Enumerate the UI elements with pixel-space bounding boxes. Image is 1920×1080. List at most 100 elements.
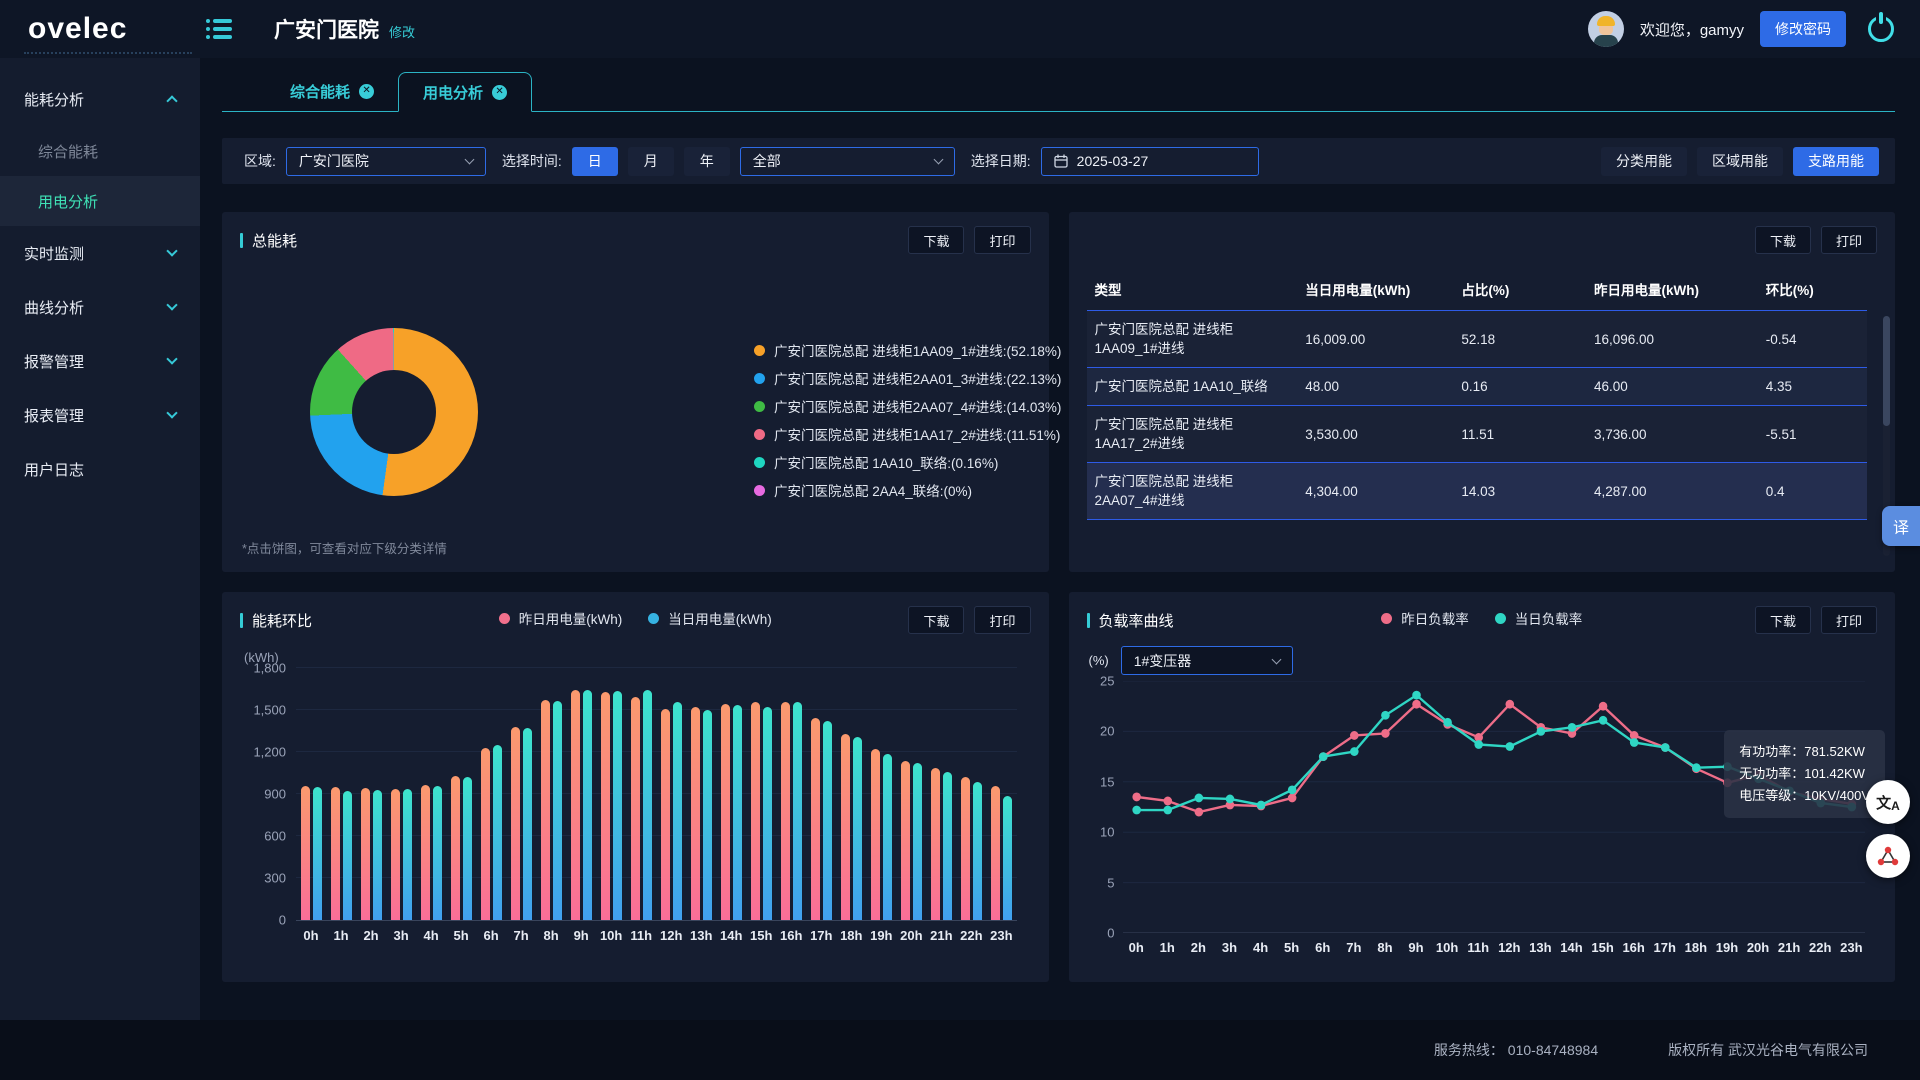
bar-group[interactable] [506,726,536,920]
edit-link[interactable]: 修改 [389,25,416,40]
bar-group[interactable] [356,787,386,920]
print-button[interactable]: 打印 [974,226,1031,254]
tab-electricity-analysis[interactable]: 用电分析 ✕ [398,72,533,112]
pie-legend-item[interactable]: 广安门医院总配 进线柜2AA07_4#进线:(14.03%) [754,396,1061,416]
legend-item-today-load[interactable]: 当日负载率 [1494,608,1582,628]
bar-yesterday [780,701,790,920]
bar-group[interactable] [986,785,1016,920]
bar-group[interactable] [746,701,776,920]
bar-group[interactable] [536,700,566,920]
download-button[interactable]: 下载 [908,606,965,634]
legend-item-today[interactable]: 当日用电量(kWh) [648,608,772,628]
time-day-button[interactable]: 日 [571,146,618,176]
energy-donut-chart[interactable] [310,328,478,496]
table-row[interactable]: 广安门医院总配 1AA10_联络 48.00 0.16 46.00 4.35 [1086,367,1867,406]
bar-group[interactable] [686,707,716,920]
chevron-down-icon [166,245,178,257]
bar-group[interactable] [296,785,326,920]
bar-yesterday [390,789,400,920]
bar-today [612,691,622,920]
bar-today [672,702,682,920]
y-axis-tick: 1,500 [253,702,286,718]
sidebar-item-energy-analysis[interactable]: 能耗分析 [0,72,200,126]
sidebar-item-alarm-management[interactable]: 报警管理 [0,334,200,388]
bar-group[interactable] [446,775,476,920]
table-scrollbar[interactable] [1883,316,1890,556]
bar-group[interactable] [866,748,896,920]
region-energy-button[interactable]: 区域用能 [1697,146,1783,176]
bar-group[interactable] [476,745,506,920]
x-axis-tick: 7h [1346,940,1362,955]
pie-legend-item[interactable]: 广安门医院总配 进线柜2AA01_3#进线:(22.13%) [754,368,1061,388]
pie-legend-item[interactable]: 广安门医院总配 进线柜1AA17_2#进线:(11.51%) [754,424,1061,444]
table-row[interactable]: 广安门医院总配 进线柜1AA09_1#进线 16,009.00 52.18 16,09… [1086,310,1867,368]
sidebar-item-user-log[interactable]: 用户日志 [24,461,85,479]
mode-buttons: 分类用能 区域用能 支路用能 [1601,146,1879,176]
sidebar-item-curve-analysis[interactable]: 曲线分析 [0,280,200,334]
x-axis-tick: 5h [453,928,469,943]
legend-item-yesterday-load[interactable]: 昨日负载率 [1381,608,1469,628]
x-axis-tick: 3h [1221,940,1238,955]
bar-today [822,720,832,920]
bar-group[interactable] [956,777,986,920]
time-month-button[interactable]: 月 [627,146,674,176]
transformer-select[interactable]: 1#变压器 [1120,646,1293,675]
sidebar-item-realtime-monitoring[interactable]: 实时监测 [0,226,200,280]
bar-group[interactable] [596,691,626,920]
bar-yesterday [570,689,580,920]
table-row[interactable]: 广安门医院总配 进线柜2AA07_4#进线 4,304.00 14.03 4,287.… [1086,462,1867,520]
sidebar-item-electricity-analysis[interactable]: 用电分析 [0,176,200,226]
bar-today [732,705,742,920]
x-axis-tick: 13h [1529,940,1552,955]
menu-toggle-icon[interactable] [206,19,232,39]
bar-yesterday [300,785,310,920]
bar-yesterday [810,718,820,920]
bar-group[interactable] [566,689,596,920]
pie-legend-item[interactable]: 广安门医院总配 1AA10_联络:(0.16%) [754,452,1061,472]
bar-group[interactable] [716,704,746,920]
bar-yesterday [600,691,610,920]
legend-item-yesterday[interactable]: 昨日用电量(kWh) [498,608,622,628]
pie-legend-item[interactable]: 广安门医院总配 2AA4_联络:(0%) [754,480,1061,500]
time-year-button[interactable]: 年 [683,146,730,176]
bar-group[interactable] [896,761,926,920]
tab-close-icon[interactable]: ✕ [359,83,375,99]
bar-group[interactable] [656,702,686,920]
change-password-button[interactable]: 修改密码 [1760,11,1846,47]
date-picker[interactable]: 2025-03-27 [1040,146,1259,176]
bar-today [312,787,322,920]
logout-power-icon[interactable] [1868,16,1894,42]
bar-today [432,786,442,920]
bar-group[interactable] [626,689,656,920]
bar-group[interactable] [776,701,806,920]
sidebar-item-report-management[interactable]: 报表管理 [0,388,200,442]
tab-comprehensive-energy[interactable]: 综合能耗 ✕ [266,71,398,111]
sidebar-item-comprehensive-energy[interactable]: 综合能耗 [38,143,99,161]
translate-badge[interactable]: 译 [1882,506,1920,546]
print-button[interactable]: 打印 [1820,606,1877,634]
bar-group[interactable] [926,768,956,920]
bar-today [462,777,472,920]
print-button[interactable]: 打印 [974,606,1031,634]
region-select[interactable]: 广安门医院 [285,146,486,176]
network-graph-icon[interactable] [1866,834,1910,878]
bar-group[interactable] [806,718,836,920]
table-row[interactable]: 广安门医院总配 进线柜1AA17_2#进线 3,530.00 11.51 3,736.… [1086,405,1867,463]
download-button[interactable]: 下载 [1754,226,1811,254]
date-label: 选择日期: [970,153,1031,169]
pie-legend-item[interactable]: 广安门医院总配 进线柜1AA09_1#进线:(52.18%) [754,340,1061,360]
bar-group[interactable] [416,784,446,920]
category-energy-button[interactable]: 分类用能 [1601,146,1687,176]
branch-energy-button[interactable]: 支路用能 [1793,146,1879,176]
download-button[interactable]: 下载 [908,226,965,254]
bar-today [372,789,382,920]
tab-close-icon[interactable]: ✕ [492,84,508,100]
print-button[interactable]: 打印 [1820,226,1877,254]
bar-group[interactable] [386,789,416,920]
bar-group[interactable] [326,787,356,920]
hourly-energy-bar-chart[interactable]: 0 300 600 900 1,200 1,500 1,800 [253,661,1017,928]
scope-select[interactable]: 全部 [739,146,955,176]
bar-group[interactable] [836,733,866,920]
download-button[interactable]: 下载 [1754,606,1811,634]
